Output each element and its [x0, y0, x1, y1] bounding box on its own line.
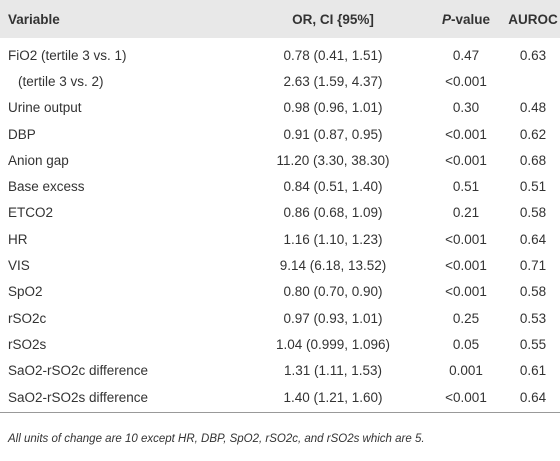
table-cell: FiO2 (tertile 3 vs. 1) — [8, 47, 127, 63]
table-cell: 9.14 (6.18, 13.52) — [279, 258, 387, 274]
header-cell: OR, CI {95%] — [292, 11, 374, 27]
table-cell: ETCO2 — [8, 205, 54, 221]
table-cell: <0.001 — [445, 389, 487, 405]
table-cell: 0.21 — [452, 205, 480, 221]
table-cell: (tertile 3 vs. 2) — [18, 73, 104, 89]
table-cell: 0.97 (0.93, 1.01) — [283, 310, 383, 326]
table-cell: 1.40 (1.21, 1.60) — [283, 389, 383, 405]
table-cell: Urine output — [8, 100, 82, 116]
table-cell: 0.62 — [519, 126, 547, 142]
table-cell: 0.86 (0.68, 1.09) — [283, 205, 383, 221]
table-cell: 0.001 — [449, 363, 483, 379]
table-row: SaO2-rSO2s difference 1.40 (1.21, 1.60) <0… — [0, 384, 560, 413]
table-row: SaO2-rSO2c difference 1.31 (1.11, 1.53) 0.… — [0, 358, 560, 384]
table-cell: <0.001 — [445, 284, 487, 300]
table-cell: 0.58 — [519, 205, 547, 221]
table-cell: 0.48 — [519, 100, 547, 116]
header-italic: P — [441, 11, 451, 27]
table-cell: 0.91 (0.87, 0.95) — [283, 126, 383, 142]
table-row: (tertile 3 vs. 2) 2.63 (1.59, 4.37) <0.001 — [0, 68, 560, 94]
table-cell: rSO2c — [8, 310, 47, 326]
table-body: FiO2 (tertile 3 vs. 1) 0.78 (0.41, 1.51) 0… — [0, 38, 560, 413]
table-cell: 0.53 — [519, 310, 547, 326]
table-cell: 0.84 (0.51, 1.40) — [283, 179, 383, 195]
table-cell: DBP — [8, 126, 36, 142]
table-cell: <0.001 — [445, 152, 487, 168]
table-row: Base excess 0.84 (0.51, 1.40) 0.51 0.51 — [0, 173, 560, 199]
table-cell: <0.001 — [445, 73, 487, 89]
table-row: SpO2 0.80 (0.70, 0.90) <0.001 0.58 — [0, 279, 560, 305]
table-cell: <0.001 — [445, 231, 487, 247]
table-cell: 0.55 — [519, 336, 547, 352]
table-cell: 0.78 (0.41, 1.51) — [283, 47, 383, 63]
table-cell: 0.51 — [452, 179, 480, 195]
results-table: Variable OR, CI {95%] P-value AUROC FiO2 (t… — [0, 0, 560, 413]
table-cell: VIS — [8, 258, 30, 274]
table-cell: Anion gap — [8, 152, 69, 168]
table-cell: 0.68 — [519, 152, 547, 168]
table-cell: 0.30 — [452, 100, 480, 116]
header-cell: P-value — [426, 0, 506, 38]
table-row: HR 1.16 (1.10, 1.23) <0.001 0.64 — [0, 226, 560, 252]
table-cell: 0.98 (0.96, 1.01) — [283, 100, 383, 116]
table-row: DBP 0.91 (0.87, 0.95) <0.001 0.62 — [0, 121, 560, 147]
header-cell: AUROC — [508, 11, 558, 27]
table-row: Urine output 0.98 (0.96, 1.01) 0.30 0.48 — [0, 95, 560, 121]
table-row: ETCO2 0.86 (0.68, 1.09) 0.21 0.58 — [0, 200, 560, 226]
table-cell: <0.001 — [445, 258, 487, 274]
table-cell: 1.16 (1.10, 1.23) — [283, 231, 383, 247]
table-cell: 11.20 (3.30, 38.30) — [276, 152, 390, 168]
header-cell: Variable — [8, 11, 60, 27]
footnote: All units of change are 10 except HR, DB… — [8, 433, 425, 446]
header-text: -value — [450, 11, 491, 27]
table-cell: 0.51 — [519, 179, 547, 195]
header-row: Variable OR, CI {95%] P-value AUROC — [0, 0, 560, 38]
table-cell: HR — [8, 231, 28, 247]
table-cell: 0.63 — [519, 47, 547, 63]
table-cell: 0.80 (0.70, 0.90) — [283, 284, 383, 300]
table-cell: 2.63 (1.59, 4.37) — [283, 73, 383, 89]
table-cell: 0.25 — [452, 310, 480, 326]
table-row: FiO2 (tertile 3 vs. 1) 0.78 (0.41, 1.51) 0… — [0, 38, 560, 68]
table-cell: Base excess — [8, 179, 85, 195]
table-cell: 1.04 (0.999, 1.096) — [275, 336, 391, 352]
table-cell — [506, 68, 560, 94]
table-cell: 0.64 — [519, 231, 547, 247]
table-cell: 1.31 (1.11, 1.53) — [283, 363, 383, 379]
table-cell: SaO2-rSO2s difference — [8, 389, 149, 405]
table-cell: SaO2-rSO2c difference — [8, 363, 149, 379]
table-cell: <0.001 — [445, 126, 487, 142]
table-cell: 0.71 — [519, 258, 547, 274]
table-cell: SpO2 — [8, 284, 43, 300]
table-header: Variable OR, CI {95%] P-value AUROC — [0, 0, 560, 38]
table-row: rSO2s 1.04 (0.999, 1.096) 0.05 0.55 — [0, 331, 560, 357]
table-row: Anion gap 11.20 (3.30, 38.30) <0.001 0.68 — [0, 147, 560, 173]
table-cell: 0.58 — [519, 284, 547, 300]
table-row: VIS 9.14 (6.18, 13.52) <0.001 0.71 — [0, 252, 560, 278]
table-cell: 0.64 — [519, 389, 547, 405]
table-cell: 0.05 — [452, 336, 480, 352]
table-cell: 0.47 — [452, 47, 480, 63]
table-row: rSO2c 0.97 (0.93, 1.01) 0.25 0.53 — [0, 305, 560, 331]
table-cell: 0.61 — [519, 363, 547, 379]
table-cell: rSO2s — [8, 336, 47, 352]
